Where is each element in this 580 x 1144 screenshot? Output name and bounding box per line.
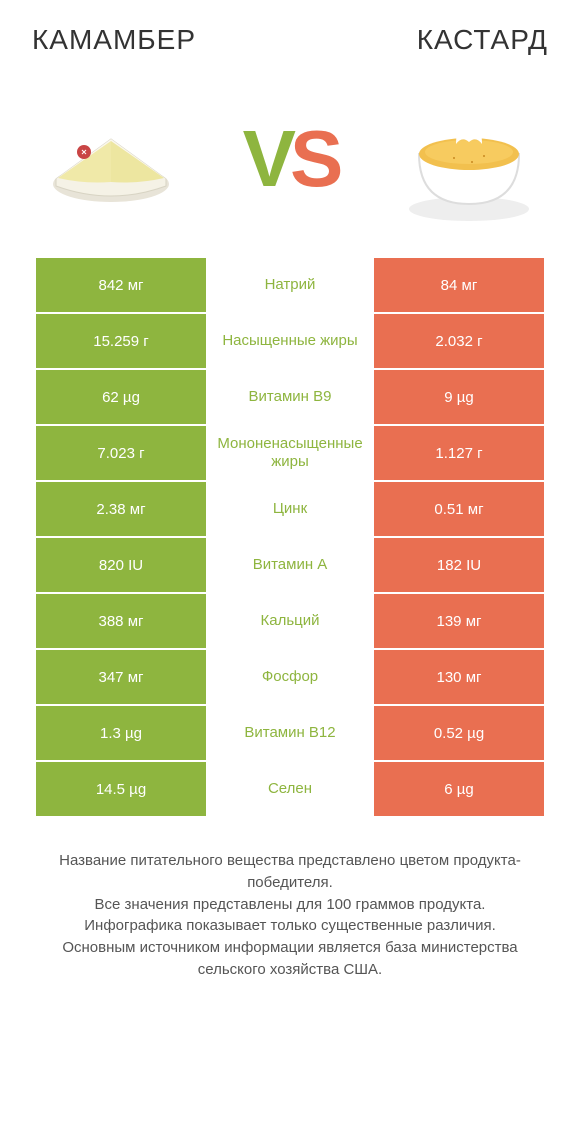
vs-s: S [290, 113, 337, 205]
cell-right-value: 182 IU [374, 538, 544, 592]
table-row: 62 µgВитамин B99 µg [36, 370, 544, 424]
cell-right-value: 6 µg [374, 762, 544, 816]
cell-nutrient-label: Селен [206, 762, 374, 816]
cell-right-value: 0.51 мг [374, 482, 544, 536]
cell-right-value: 9 µg [374, 370, 544, 424]
comparison-table: 842 мгНатрий84 мг15.259 гНасыщенные жиры… [0, 258, 580, 816]
cell-nutrient-label: Кальций [206, 594, 374, 648]
table-row: 347 мгФосфор130 мг [36, 650, 544, 704]
cell-right-value: 84 мг [374, 258, 544, 312]
right-title: КАСТАРД [417, 24, 548, 56]
table-row: 7.023 гМононенасыщенные жиры1.127 г [36, 426, 544, 480]
cell-left-value: 347 мг [36, 650, 206, 704]
vs-label: VS [243, 113, 338, 205]
cell-left-value: 1.3 µg [36, 706, 206, 760]
footer-line: Название питательного вещества представл… [28, 850, 552, 894]
cell-nutrient-label: Мононенасыщенные жиры [206, 426, 374, 480]
images-row: VS [0, 56, 580, 258]
cell-nutrient-label: Витамин B9 [206, 370, 374, 424]
left-title: КАМАМБЕР [32, 24, 196, 56]
table-row: 1.3 µgВитамин B120.52 µg [36, 706, 544, 760]
cell-right-value: 2.032 г [374, 314, 544, 368]
table-row: 2.38 мгЦинк0.51 мг [36, 482, 544, 536]
footer-line: Все значения представлены для 100 граммо… [28, 894, 552, 916]
cell-nutrient-label: Витамин A [206, 538, 374, 592]
cell-left-value: 7.023 г [36, 426, 206, 480]
cell-nutrient-label: Натрий [206, 258, 374, 312]
cell-left-value: 62 µg [36, 370, 206, 424]
cell-nutrient-label: Насыщенные жиры [206, 314, 374, 368]
header: КАМАМБЕР КАСТАРД [0, 0, 580, 56]
cell-nutrient-label: Фосфор [206, 650, 374, 704]
cell-left-value: 2.38 мг [36, 482, 206, 536]
cell-right-value: 1.127 г [374, 426, 544, 480]
cell-left-value: 14.5 µg [36, 762, 206, 816]
vs-v: V [243, 113, 290, 205]
table-row: 15.259 гНасыщенные жиры2.032 г [36, 314, 544, 368]
cell-right-value: 130 мг [374, 650, 544, 704]
cell-left-value: 388 мг [36, 594, 206, 648]
cell-right-value: 139 мг [374, 594, 544, 648]
camembert-image [36, 84, 186, 234]
custard-image [394, 84, 544, 234]
table-row: 388 мгКальций139 мг [36, 594, 544, 648]
footer-line: Инфографика показывает только существенн… [28, 915, 552, 937]
cell-right-value: 0.52 µg [374, 706, 544, 760]
cell-nutrient-label: Цинк [206, 482, 374, 536]
footer-line: Основным источником информации является … [28, 937, 552, 981]
table-row: 842 мгНатрий84 мг [36, 258, 544, 312]
table-row: 14.5 µgСелен6 µg [36, 762, 544, 816]
footer-note: Название питательного вещества представл… [0, 818, 580, 981]
table-row: 820 IUВитамин A182 IU [36, 538, 544, 592]
cell-left-value: 842 мг [36, 258, 206, 312]
cell-nutrient-label: Витамин B12 [206, 706, 374, 760]
cell-left-value: 15.259 г [36, 314, 206, 368]
cell-left-value: 820 IU [36, 538, 206, 592]
